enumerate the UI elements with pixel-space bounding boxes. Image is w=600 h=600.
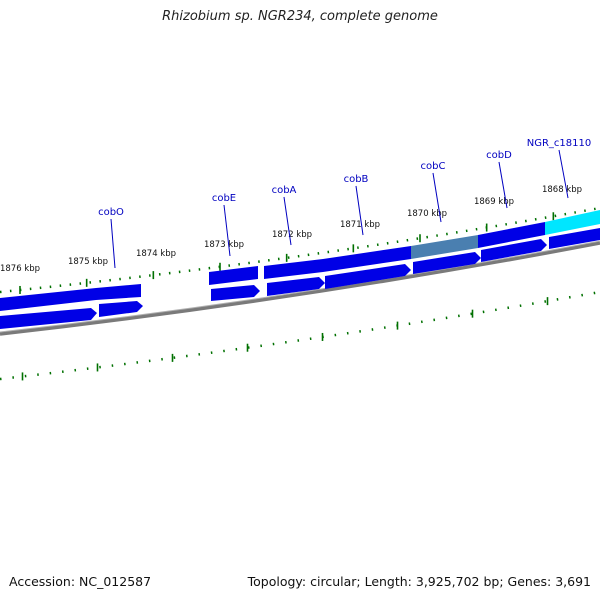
gene-bar-cobC bbox=[411, 235, 478, 259]
gene-arrow bbox=[99, 301, 143, 317]
ruler-label: 1876 kbp bbox=[0, 264, 40, 274]
gene-arrow-cobB bbox=[325, 264, 411, 289]
gene-bar-cobD bbox=[478, 222, 545, 248]
gene-bar-NGR_c18110 bbox=[545, 210, 600, 235]
outer-ruler bbox=[0, 206, 600, 294]
ruler-label: 1875 kbp bbox=[68, 257, 108, 267]
gene-bar bbox=[96, 284, 141, 300]
genome-backbone bbox=[0, 241, 600, 336]
gene-label[interactable]: cobO bbox=[98, 207, 124, 218]
gene-label[interactable]: cobA bbox=[272, 185, 297, 196]
gene-label[interactable]: cobC bbox=[421, 161, 446, 172]
gene-arrow-NGR_c18110 bbox=[549, 228, 600, 249]
gene-arrow-cobD bbox=[481, 239, 547, 262]
ruler-labels: 1876 kbp 1875 kbp 1874 kbp 1873 kbp 1872 kbp… bbox=[0, 185, 582, 274]
ruler-label: 1872 kbp bbox=[272, 230, 312, 240]
gene-bar bbox=[0, 288, 96, 311]
gene-label-leader bbox=[498, 161, 508, 209]
gene-labels: cobO cobE cobA cobB cobC cobD NGR_c18110 bbox=[98, 138, 592, 269]
topology-text: Topology: circular; Length: 3,925,702 bp… bbox=[247, 574, 591, 589]
outer-ruler-major-ticks bbox=[19, 212, 555, 294]
gene-arrow-cobE bbox=[211, 285, 260, 301]
gene-arrow-cobA bbox=[267, 277, 325, 296]
genome-backbone-highlight bbox=[0, 240, 600, 333]
gene-arrow-cobC bbox=[413, 252, 481, 274]
gene-label-leader bbox=[558, 149, 569, 199]
ruler-label: 1873 kbp bbox=[204, 240, 244, 250]
ruler-label: 1868 kbp bbox=[542, 185, 582, 195]
upper-gene-band bbox=[0, 210, 600, 311]
gene-bar-cobA bbox=[264, 259, 323, 279]
gene-label[interactable]: cobB bbox=[344, 174, 369, 185]
gene-label-leader bbox=[110, 218, 116, 269]
accession-text: Accession: NC_012587 bbox=[9, 574, 152, 589]
ruler-label: 1870 kbp bbox=[407, 209, 447, 219]
gene-label-leader bbox=[223, 204, 231, 257]
gene-arrow bbox=[0, 308, 97, 329]
gene-label-leader bbox=[355, 185, 364, 236]
inner-ruler-major-ticks bbox=[21, 297, 549, 381]
lower-gene-band bbox=[0, 228, 600, 329]
gene-label-leader bbox=[432, 172, 442, 223]
gene-bar-cobB bbox=[323, 246, 411, 272]
gene-label[interactable]: NGR_c18110 bbox=[527, 138, 592, 149]
gene-label[interactable]: cobD bbox=[486, 150, 512, 161]
map-title: Rhizobium sp. NGR234, complete genome bbox=[162, 9, 438, 24]
gene-label[interactable]: cobE bbox=[212, 193, 236, 204]
gene-bar-cobE bbox=[209, 266, 258, 285]
ruler-label: 1874 kbp bbox=[136, 249, 176, 259]
gene-label-leader bbox=[283, 196, 292, 246]
ruler-label: 1869 kbp bbox=[474, 197, 514, 207]
inner-ruler bbox=[0, 290, 600, 381]
ruler-label: 1871 kbp bbox=[340, 220, 380, 230]
